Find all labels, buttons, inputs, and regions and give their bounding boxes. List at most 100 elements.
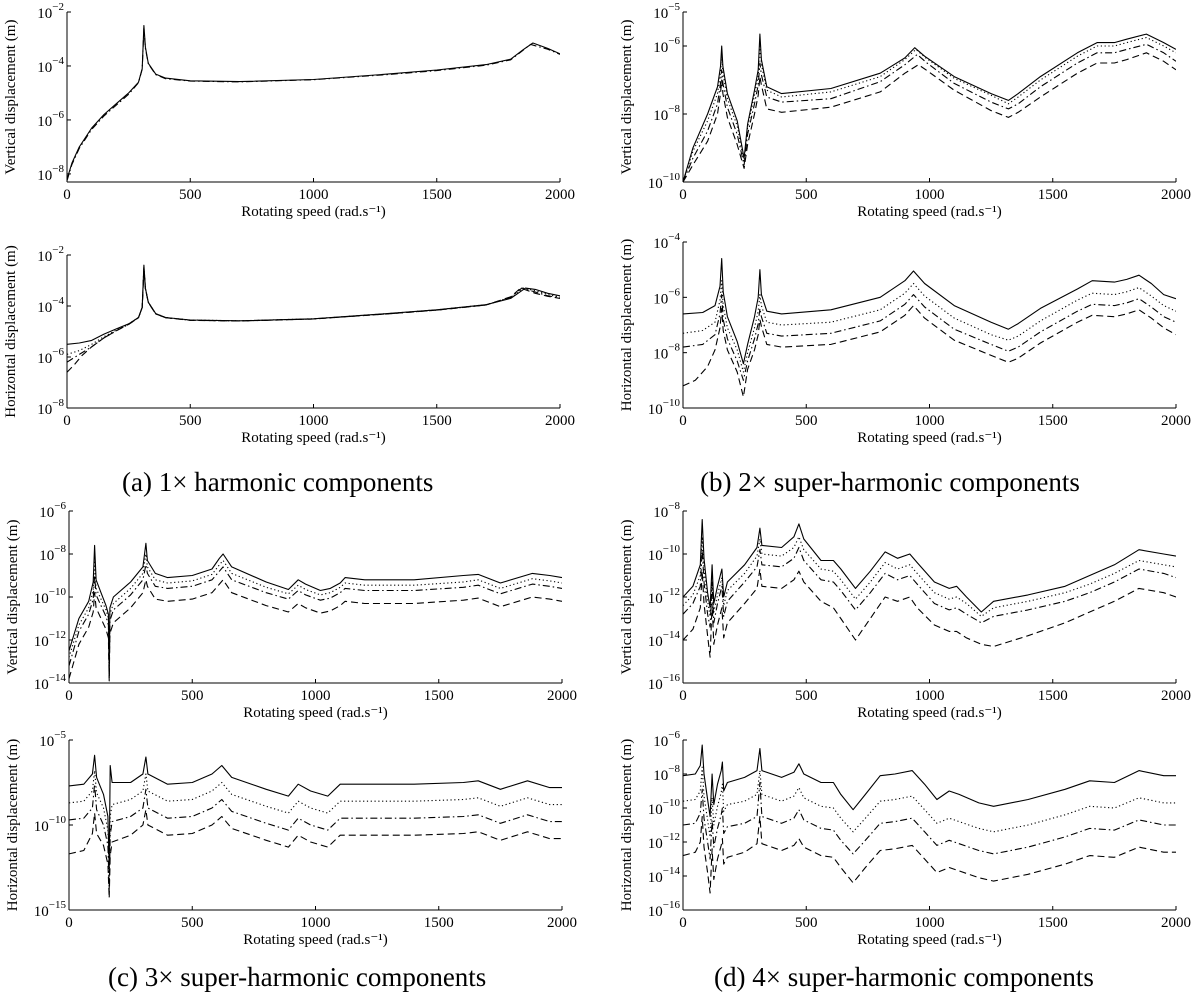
- x-tick-label: 0: [63, 413, 71, 429]
- y-tick-label: 10−6: [653, 35, 680, 56]
- x-axis-label: Rotating speed (rad.s⁻¹): [241, 430, 385, 446]
- series-line-dashdot: [683, 781, 1176, 860]
- x-tick-label: 0: [63, 187, 71, 203]
- y-tick-label: 10−8: [653, 342, 680, 363]
- caption-c: (c) 3× super-harmonic components: [108, 962, 487, 992]
- series-line-dotted: [683, 280, 1176, 373]
- series-line-solid: [67, 24, 560, 180]
- series-group: [683, 33, 1176, 182]
- y-tick-label: 10−6: [37, 346, 64, 367]
- x-tick-label: 2000: [1161, 413, 1191, 429]
- series-line-solid: [69, 754, 562, 869]
- series-line-solid: [69, 542, 562, 673]
- y-tick-label: 10−8: [653, 500, 680, 521]
- series-group: [69, 542, 562, 682]
- series-line-solid: [683, 519, 1176, 613]
- x-tick-label: 2000: [1161, 688, 1191, 704]
- y-tick-label: 10−12: [34, 629, 66, 650]
- chart-c-horizontal: 0 500 1000 1500 2000 10−15 10−10 10−5 Rotating s…: [5, 729, 577, 948]
- x-tick-label: 1500: [1038, 413, 1068, 429]
- series-group: [683, 258, 1176, 398]
- x-tick-label: 2000: [1161, 915, 1191, 931]
- series-line-dashed: [69, 579, 562, 682]
- x-tick-label: 2000: [1161, 187, 1191, 203]
- y-axis-label: Horizontal displacement (m): [619, 239, 635, 411]
- x-tick-label: 1000: [301, 915, 331, 931]
- y-tick-label: 10−2: [37, 1, 64, 22]
- x-tick-label: 500: [795, 688, 818, 704]
- y-axis-label: Horizontal displacement (m): [3, 245, 19, 417]
- series-line-dotted: [69, 553, 562, 678]
- y-tick-label: 10−10: [34, 814, 67, 835]
- series-line-dashed: [683, 568, 1176, 658]
- y-tick-label: 10−4: [653, 231, 680, 252]
- series-line-dashdot: [67, 27, 560, 181]
- chart-d-horizontal: 0 500 1000 1500 2000 10−16 10−14 10−12 10−10 10−8…: [619, 729, 1191, 948]
- x-tick-label: 1500: [422, 187, 452, 203]
- x-tick-label: 0: [65, 915, 73, 931]
- x-tick-label: 500: [795, 915, 818, 931]
- chart-a-horizontal: 0 500 1000 1500 2000 10−8 10−6 10−4 10−2 Rotating…: [3, 244, 575, 446]
- y-tick-label: 10−6: [653, 729, 680, 750]
- x-tick-label: 1000: [301, 688, 331, 704]
- series-line-dashdot: [69, 564, 562, 680]
- series-group: [69, 754, 562, 899]
- y-tick-label: 10−14: [648, 865, 681, 886]
- x-tick-label: 1000: [915, 688, 945, 704]
- series-line-dotted: [69, 770, 562, 880]
- series-line-dashed: [69, 809, 562, 899]
- chart-a-vertical: 0 500 1000 1500 2000 10−8 10−6 10−4 10−2 Rotating…: [3, 1, 575, 220]
- series-group: [683, 744, 1176, 894]
- y-tick-label: 10−12: [648, 586, 680, 607]
- x-tick-label: 1500: [1038, 915, 1068, 931]
- x-tick-label: 0: [679, 187, 687, 203]
- series-line-dashed: [683, 815, 1176, 894]
- y-tick-label: 10−15: [34, 899, 67, 920]
- y-tick-label: 10−16: [648, 899, 681, 920]
- chart-b-horizontal: 0 500 1000 1500 2000 10−10 10−8 10−6 10−4 Rotatin…: [619, 231, 1191, 446]
- y-tick-label: 10−8: [37, 397, 64, 418]
- x-tick-label: 2000: [545, 187, 575, 203]
- y-tick-label: 10−10: [34, 586, 67, 607]
- x-tick-label: 500: [179, 187, 202, 203]
- x-tick-label: 500: [179, 413, 202, 429]
- x-tick-label: 0: [679, 413, 687, 429]
- series-line-dashdot: [683, 546, 1176, 628]
- x-tick-label: 2000: [545, 413, 575, 429]
- y-axis-label: Vertical displacement (m): [619, 520, 635, 675]
- x-tick-label: 1500: [1038, 187, 1068, 203]
- x-tick-label: 1000: [299, 187, 329, 203]
- y-tick-label: 10−6: [653, 286, 680, 307]
- y-tick-label: 10−5: [39, 729, 66, 750]
- x-tick-label: 1500: [422, 413, 452, 429]
- y-tick-label: 10−10: [648, 543, 681, 564]
- y-axis-label: Horizontal displacement (m): [5, 739, 21, 911]
- x-tick-label: 1000: [915, 413, 945, 429]
- series-line-dashdot: [683, 294, 1176, 381]
- y-tick-label: 10−4: [37, 295, 64, 316]
- y-tick-label: 10−8: [39, 543, 66, 564]
- y-axis-label: Horizontal displacement (m): [619, 739, 635, 911]
- x-tick-label: 1000: [915, 187, 945, 203]
- series-line-dotted: [683, 766, 1176, 838]
- chart-c-vertical: 0 500 1000 1500 2000 10−14 10−12 10−10 10−8 10−6 R…: [5, 500, 577, 721]
- y-tick-label: 10−14: [34, 672, 67, 693]
- x-tick-label: 1500: [424, 688, 454, 704]
- y-tick-label: 10−8: [653, 763, 680, 784]
- x-axis-label: Rotating speed (rad.s⁻¹): [857, 204, 1001, 220]
- x-tick-label: 0: [679, 915, 687, 931]
- series-group: [683, 519, 1176, 658]
- x-tick-label: 500: [795, 413, 818, 429]
- x-axis-label: Rotating speed (rad.s⁻¹): [243, 705, 387, 721]
- x-tick-label: 500: [181, 688, 204, 704]
- caption-b: (b) 2× super-harmonic components: [700, 467, 1080, 497]
- chart-b-vertical: 0 500 1000 1500 2000 10−10 10−8 10−6 10−5 Rotatin…: [619, 1, 1191, 220]
- y-tick-label: 10−12: [648, 831, 680, 852]
- series-line-dashed: [683, 52, 1176, 182]
- y-tick-label: 10−14: [648, 629, 681, 650]
- y-tick-label: 10−4: [37, 55, 64, 76]
- x-tick-label: 1000: [299, 413, 329, 429]
- y-tick-label: 10−10: [648, 797, 681, 818]
- x-axis-label: Rotating speed (rad.s⁻¹): [243, 932, 387, 948]
